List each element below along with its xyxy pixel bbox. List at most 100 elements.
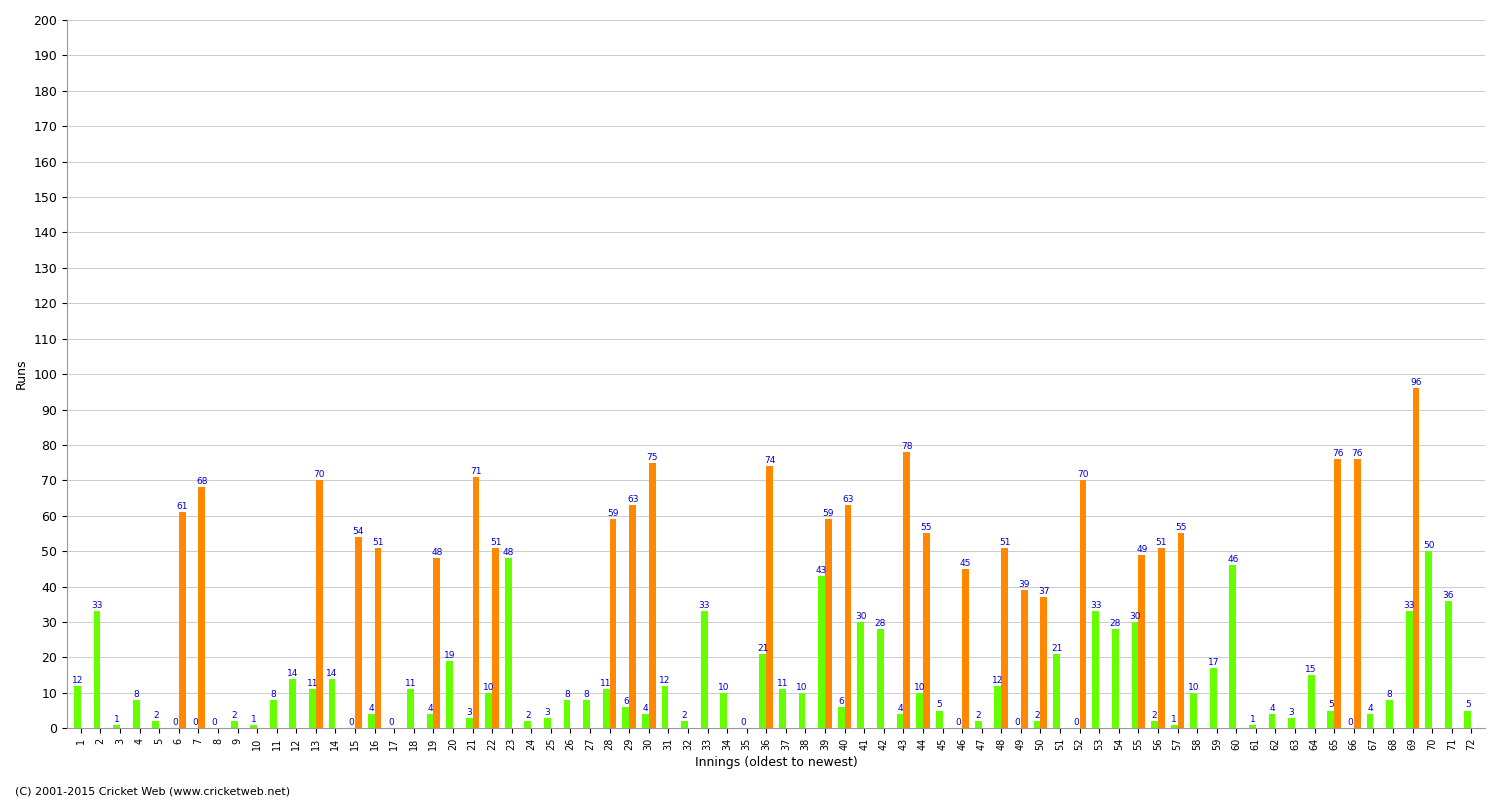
Text: 12: 12 (72, 676, 82, 685)
Text: 59: 59 (822, 510, 834, 518)
Bar (1002, 548, 1008, 728)
X-axis label: Innings (oldest to newest): Innings (oldest to newest) (694, 756, 858, 769)
Bar (1230, 566, 1236, 728)
Bar (1041, 598, 1047, 728)
Text: 96: 96 (1410, 378, 1422, 387)
Text: 2: 2 (231, 711, 237, 720)
Text: 0: 0 (348, 718, 354, 727)
Text: 0: 0 (1014, 718, 1020, 727)
Text: 10: 10 (796, 682, 808, 692)
Text: 4: 4 (897, 704, 903, 713)
Text: 3: 3 (544, 707, 550, 717)
Bar (1328, 710, 1334, 728)
Bar (375, 548, 381, 728)
Text: 74: 74 (764, 456, 776, 465)
Bar (112, 725, 120, 728)
Bar (916, 693, 922, 728)
Text: 30: 30 (1130, 612, 1140, 621)
Bar (897, 714, 903, 728)
Bar (1366, 714, 1374, 728)
Bar (936, 710, 942, 728)
Bar (1131, 622, 1138, 728)
Bar (290, 678, 297, 728)
Text: 0: 0 (1347, 718, 1353, 727)
Text: 0: 0 (172, 718, 178, 727)
Bar (492, 548, 500, 728)
Text: 8: 8 (134, 690, 140, 699)
Bar (1444, 601, 1452, 728)
Bar (1269, 714, 1275, 728)
Text: 43: 43 (816, 566, 828, 575)
Bar (700, 611, 708, 728)
Bar (134, 700, 140, 728)
Text: 46: 46 (1227, 555, 1239, 564)
Bar (1425, 551, 1432, 728)
Bar (778, 690, 786, 728)
Text: 2: 2 (681, 711, 687, 720)
Text: 28: 28 (874, 619, 886, 628)
Text: 30: 30 (855, 612, 867, 621)
Text: 2: 2 (153, 711, 159, 720)
Bar (628, 505, 636, 728)
Text: 61: 61 (177, 502, 188, 511)
Text: 2: 2 (525, 711, 531, 720)
Text: 0: 0 (956, 718, 962, 727)
Bar (1150, 721, 1158, 728)
Text: 21: 21 (1052, 644, 1062, 653)
Text: 4: 4 (1269, 704, 1275, 713)
Bar (681, 721, 688, 728)
Text: 11: 11 (405, 679, 416, 688)
Bar (433, 558, 439, 728)
Bar (584, 700, 590, 728)
Text: 78: 78 (902, 442, 912, 451)
Text: 10: 10 (1188, 682, 1200, 692)
Bar (603, 690, 609, 728)
Bar (1178, 534, 1185, 728)
Text: 33: 33 (1090, 602, 1101, 610)
Bar (465, 718, 472, 728)
Bar (198, 487, 206, 728)
Text: 75: 75 (646, 453, 658, 462)
Bar (994, 686, 1002, 728)
Text: 0: 0 (211, 718, 217, 727)
Text: 63: 63 (843, 495, 854, 504)
Text: 6: 6 (839, 697, 844, 706)
Text: 1: 1 (1172, 714, 1178, 724)
Text: 70: 70 (314, 470, 326, 479)
Text: 12: 12 (992, 676, 1004, 685)
Bar (650, 462, 656, 728)
Bar (1053, 654, 1060, 728)
Bar (1334, 459, 1341, 728)
Text: 48: 48 (430, 548, 442, 557)
Text: 8: 8 (584, 690, 590, 699)
Text: 51: 51 (372, 538, 384, 546)
Bar (622, 707, 628, 728)
Text: 37: 37 (1038, 587, 1050, 596)
Bar (93, 611, 100, 728)
Text: 51: 51 (490, 538, 501, 546)
Text: 51: 51 (999, 538, 1011, 546)
Text: 0: 0 (388, 718, 393, 727)
Text: 10: 10 (483, 682, 495, 692)
Bar (1170, 725, 1178, 728)
Text: 49: 49 (1136, 545, 1148, 554)
Bar (1250, 725, 1256, 728)
Bar (472, 477, 480, 728)
Text: 15: 15 (1305, 665, 1317, 674)
Bar (406, 690, 414, 728)
Text: 76: 76 (1352, 449, 1364, 458)
Bar (642, 714, 650, 728)
Bar (1191, 693, 1197, 728)
Bar (153, 721, 159, 728)
Text: 33: 33 (699, 602, 709, 610)
Text: 33: 33 (92, 602, 104, 610)
Bar (1354, 459, 1360, 728)
Bar (858, 622, 864, 728)
Text: 54: 54 (352, 527, 364, 536)
Bar (328, 678, 336, 728)
Bar (798, 693, 806, 728)
Bar (922, 534, 930, 728)
Text: 70: 70 (1077, 470, 1089, 479)
Bar (486, 693, 492, 728)
Text: 10: 10 (914, 682, 926, 692)
